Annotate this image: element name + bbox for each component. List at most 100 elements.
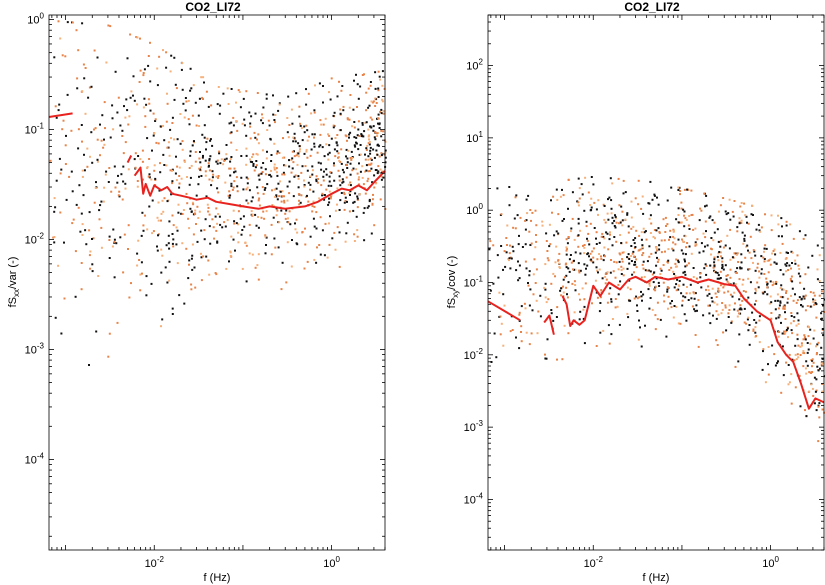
right-scatter-point: [597, 199, 600, 202]
right-scatter-point: [755, 335, 758, 337]
right-scatter-point: [774, 299, 777, 302]
left-scatter-point: [349, 94, 352, 96]
left-scatter-point: [179, 142, 182, 145]
left-scatter-point: [190, 210, 193, 213]
right-scatter-point: [780, 321, 782, 324]
right-scatter-point: [813, 294, 816, 297]
right-scatter-point: [802, 350, 805, 353]
right-scatter-point: [806, 325, 809, 328]
right-scatter-point: [694, 227, 697, 230]
right-scatter-point: [555, 316, 558, 318]
left-scatter-point: [113, 238, 116, 241]
right-scatter-point: [614, 215, 617, 218]
left-scatter-point: [265, 236, 268, 239]
left-scatter-point: [316, 246, 318, 249]
right-scatter-point: [696, 309, 698, 312]
right-scatter-point: [812, 394, 815, 397]
left-scatter-point: [224, 225, 227, 228]
left-scatter-point: [281, 261, 284, 264]
left-scatter-point: [198, 97, 201, 100]
left-scatter-point: [309, 175, 312, 178]
left-scatter-point: [376, 143, 379, 146]
right-scatter-point: [758, 276, 761, 279]
left-scatter-point: [349, 173, 352, 176]
right-scatter-point: [716, 344, 719, 346]
right-scatter-point: [772, 250, 775, 252]
left-scatter-layer: [49, 20, 387, 366]
right-scatter-point: [653, 271, 655, 274]
left-scatter-point: [82, 194, 85, 197]
right-scatter-point: [618, 222, 620, 225]
left-scatter-point: [264, 235, 267, 238]
right-scatter-point: [653, 229, 656, 231]
right-scatter-point: [579, 252, 582, 255]
left-scatter-point: [263, 217, 266, 220]
right-scatter-point: [665, 335, 668, 338]
right-scatter-point: [658, 231, 661, 233]
right-scatter-point: [672, 249, 675, 252]
right-scatter-point: [816, 244, 819, 247]
left-scatter-point: [59, 211, 62, 214]
left-scatter-point: [147, 55, 150, 57]
left-median-line: [126, 155, 133, 164]
left-scatter-point: [135, 36, 138, 38]
left-scatter-point: [347, 183, 350, 186]
left-scatter-point: [136, 252, 139, 255]
right-scatter-point: [672, 241, 675, 244]
left-scatter-point: [203, 136, 206, 139]
left-scatter-point: [309, 188, 311, 191]
right-scatter-point: [604, 221, 607, 224]
left-median-line: [133, 166, 386, 210]
left-scatter-point: [217, 213, 220, 215]
right-scatter-point: [722, 286, 725, 289]
right-scatter-point: [627, 316, 630, 319]
right-scatter-point: [818, 254, 821, 257]
right-scatter-point: [627, 225, 630, 228]
right-scatter-point: [545, 301, 548, 304]
right-scatter-point: [583, 209, 586, 212]
right-scatter-point: [627, 253, 630, 256]
left-scatter-point: [313, 142, 316, 145]
left-scatter-point: [185, 192, 188, 195]
left-scatter-point: [291, 239, 293, 241]
right-scatter-point: [755, 299, 757, 302]
right-scatter-point: [812, 291, 815, 294]
left-scatter-point: [325, 188, 328, 191]
right-scatter-point: [690, 189, 693, 192]
left-scatter-point: [189, 89, 192, 92]
right-scatter-point: [791, 251, 794, 254]
left-y-tick-label: 10-1: [25, 122, 45, 137]
left-scatter-point: [371, 101, 374, 104]
left-scatter-point: [108, 332, 111, 335]
left-scatter-point: [175, 243, 178, 246]
left-scatter-point: [313, 205, 316, 208]
left-scatter-point: [170, 193, 173, 196]
right-scatter-point: [795, 324, 798, 327]
left-scatter-point: [363, 73, 365, 76]
left-scatter-point: [253, 131, 256, 134]
right-scatter-point: [619, 221, 622, 224]
left-scatter-point: [191, 201, 194, 204]
left-scatter-point: [328, 91, 330, 94]
right-scatter-point: [684, 260, 686, 263]
right-scatter-point: [590, 176, 593, 178]
left-scatter-point: [367, 135, 370, 138]
right-scatter-point: [675, 218, 678, 221]
left-scatter-point: [349, 162, 352, 165]
left-scatter-point: [240, 233, 243, 236]
right-scatter-point: [815, 389, 818, 392]
right-scatter-point: [764, 213, 766, 216]
right-scatter-point: [803, 336, 806, 339]
left-scatter-point: [306, 156, 309, 159]
left-scatter-point: [180, 212, 183, 215]
left-scatter-point: [181, 62, 184, 64]
right-scatter-point: [724, 264, 727, 267]
left-scatter-point: [373, 174, 376, 177]
left-scatter-point: [249, 160, 252, 163]
right-scatter-point: [713, 221, 716, 224]
right-scatter-point: [571, 282, 574, 285]
right-scatter-point: [520, 331, 522, 333]
right-scatter-point: [654, 237, 656, 240]
left-scatter-point: [258, 204, 261, 207]
left-y-axis-label: fSxx/var (-): [7, 257, 21, 308]
